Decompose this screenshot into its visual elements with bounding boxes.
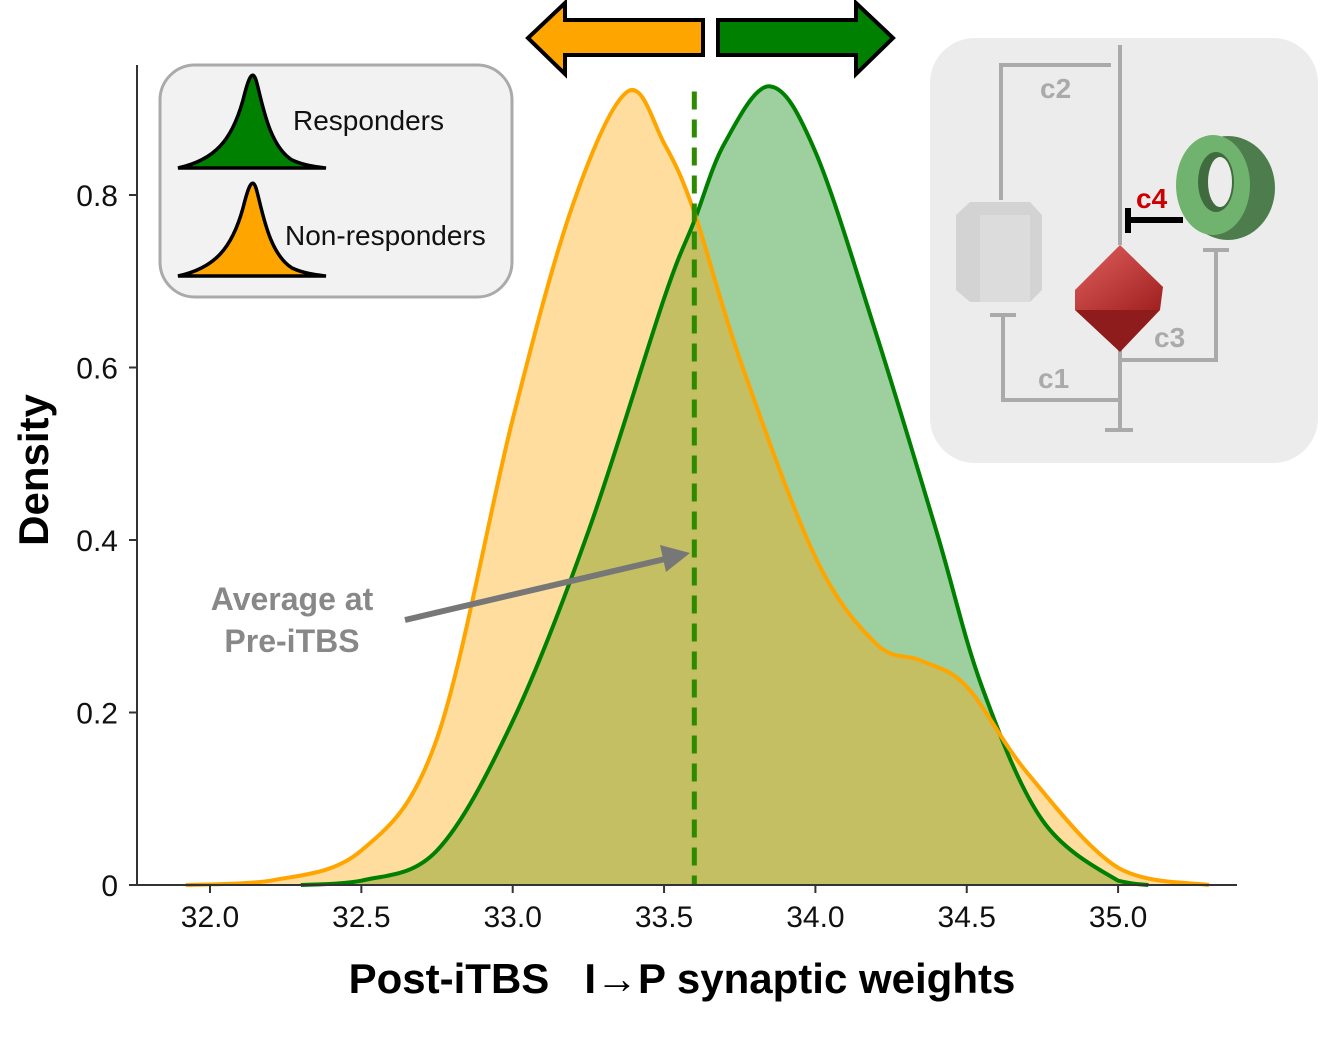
non-responders-line bbox=[185, 88, 1210, 887]
x-axis-label: Post-iTBS I→P synaptic weights bbox=[349, 955, 1016, 1002]
annotation-line-2: Pre-iTBS bbox=[224, 623, 359, 659]
right-arrow-icon bbox=[716, 0, 896, 79]
legend: Responders Non-responders bbox=[158, 63, 514, 299]
circuit-inset: c2 c1 c3 c4 bbox=[930, 38, 1318, 463]
x-tick-label: 32.5 bbox=[332, 901, 390, 934]
inset-label-c3: c3 bbox=[1154, 322, 1185, 353]
direction-arrows bbox=[525, 0, 896, 79]
y-tick-label: 0.2 bbox=[76, 698, 118, 731]
y-tick-label: 0.4 bbox=[76, 525, 118, 558]
density-curves bbox=[185, 84, 1210, 887]
x-tick-label: 34.0 bbox=[786, 901, 844, 934]
legend-nonresponders-swatch bbox=[177, 181, 327, 278]
annotation-arrow-icon bbox=[404, 556, 666, 623]
inhibition-c4-icon bbox=[1125, 208, 1183, 233]
axis-ticks: 32.0 32.5 33.0 33.5 34.0 34.5 35.0 0 0.2 0.4 0.6 0.… bbox=[76, 180, 1147, 934]
inset-label-c2: c2 bbox=[1040, 73, 1071, 104]
annotation-arrowhead-icon bbox=[660, 545, 690, 572]
inset-label-c4: c4 bbox=[1136, 183, 1168, 214]
x-tick-label: 34.5 bbox=[938, 901, 996, 934]
y-tick-label: 0.6 bbox=[76, 353, 118, 386]
annotation: Average at Pre-iTBS bbox=[211, 545, 690, 659]
non-responders-area bbox=[185, 89, 1209, 885]
octahedron-icon bbox=[1075, 245, 1163, 352]
hexagonal-prism-icon bbox=[956, 202, 1042, 302]
inset-label-c1: c1 bbox=[1038, 363, 1069, 394]
annotation-line-1: Average at bbox=[211, 581, 374, 617]
x-tick-label: 35.0 bbox=[1089, 901, 1147, 934]
y-tick-label: 0 bbox=[101, 870, 118, 903]
legend-responders-label: Responders bbox=[293, 105, 444, 136]
legend-responders-swatch bbox=[177, 73, 327, 170]
legend-nonresponders-label: Non-responders bbox=[285, 220, 486, 251]
responders-area bbox=[300, 86, 1149, 886]
y-tick-label: 0.8 bbox=[76, 180, 118, 213]
x-tick-label: 33.0 bbox=[484, 901, 542, 934]
x-tick-label: 33.5 bbox=[635, 901, 693, 934]
x-tick-label: 32.0 bbox=[181, 901, 239, 934]
responders-line bbox=[300, 84, 1149, 887]
y-axis-label: Density bbox=[10, 394, 57, 546]
ring-icon bbox=[1176, 135, 1275, 240]
left-arrow-icon bbox=[525, 0, 705, 79]
